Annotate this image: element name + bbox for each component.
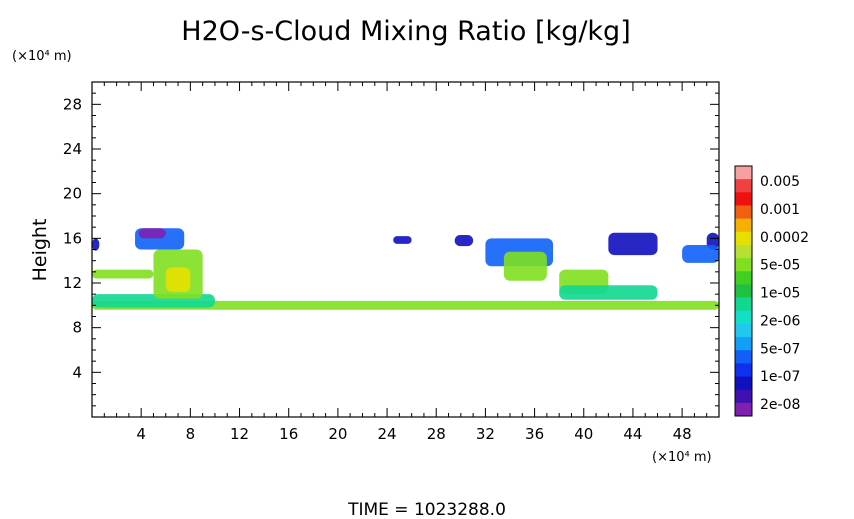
colorbar-label: 5e-07 (760, 341, 800, 357)
colorbar-swatch (735, 284, 752, 298)
y-tick-label: 16 (63, 229, 82, 247)
y-tick-label: 20 (63, 185, 82, 203)
colorbar-swatch (735, 402, 752, 417)
colorbar-label: 0.0002 (760, 230, 809, 246)
x-tick-label: 28 (427, 425, 446, 443)
colorbar-swatch (735, 205, 752, 219)
colorbar-swatch (735, 231, 752, 246)
cloud-region-6 (92, 238, 100, 251)
colorbar-swatch (735, 258, 752, 272)
colorbar-swatch (735, 218, 752, 233)
cloud-region-5 (165, 267, 191, 292)
cloud-region-8 (393, 236, 412, 244)
colorbar-label: 5e-05 (760, 258, 800, 274)
colorbar-label: 2e-08 (760, 397, 800, 413)
colorbar-swatch (735, 192, 752, 206)
colorbar-swatch (735, 376, 752, 390)
x-tick-label: 8 (186, 425, 196, 443)
colorbar-label: 2e-06 (760, 313, 800, 329)
y-tick-label: 24 (63, 140, 82, 158)
chart-title: H2O-s-Cloud Mixing Ratio [kg/kg] (181, 16, 630, 47)
cloud-region-16 (682, 245, 719, 263)
x-tick-label: 32 (476, 425, 495, 443)
y-tick-label: 12 (63, 274, 82, 292)
colorbar-swatch (735, 166, 752, 180)
x-tick-label: 40 (574, 425, 593, 443)
x-tick-label: 12 (230, 425, 249, 443)
x-axis: 4 8 12 16 20 24 28 32 36 40 44 48 (103, 82, 708, 443)
cloud-region-3 (138, 228, 166, 239)
x-tick-label: 44 (623, 425, 642, 443)
cloud-region-14 (608, 232, 658, 256)
y-tick-label: 4 (72, 363, 82, 381)
colorbar-swatch (735, 350, 752, 364)
colorbar-swatch (735, 271, 752, 285)
colorbar-label: 0.001 (760, 202, 800, 218)
x-tick-label: 16 (279, 425, 298, 443)
colorbar-frame (734, 165, 753, 417)
colorbar-swatch (735, 389, 752, 404)
colorbar-label: 0.005 (760, 174, 800, 190)
cloud-region-0 (92, 300, 719, 310)
x-tick-label: 20 (328, 425, 347, 443)
y-axis-label: Height (29, 219, 51, 282)
cloud-regions (92, 228, 719, 310)
colorbar: 0.005 0.001 0.0002 5e-05 1e-05 2e-06 5e-07 1e-0… (734, 165, 809, 417)
cloud-region-9 (454, 234, 474, 247)
colorbar-label: 1e-05 (760, 286, 800, 302)
colorbar-swatch (735, 179, 752, 193)
cloud-region-7 (92, 269, 154, 279)
x-tick-label: 24 (378, 425, 397, 443)
x-tick-label: 4 (136, 425, 146, 443)
colorbar-swatch (735, 363, 752, 377)
x-unit-label: (×10⁴ m) (652, 450, 712, 465)
colorbar-swatch (735, 297, 752, 312)
cloud-region-11 (503, 251, 547, 281)
colorbar-swatch (735, 310, 752, 325)
colorbar-label: 1e-07 (760, 369, 800, 385)
y-tick-label: 28 (63, 95, 82, 113)
colorbar-swatch (735, 323, 752, 338)
x-tick-label: 48 (673, 425, 692, 443)
cloud-region-13 (559, 285, 658, 300)
x-tick-label: 36 (525, 425, 544, 443)
y-unit-label: (×10⁴ m) (12, 49, 72, 64)
time-footer: TIME = 1023288.0 (347, 500, 506, 519)
y-axis: 4 8 12 16 20 24 28 (63, 92, 719, 407)
colorbar-swatch (735, 337, 752, 351)
y-tick-label: 8 (72, 319, 82, 337)
colorbar-swatch (735, 244, 752, 259)
